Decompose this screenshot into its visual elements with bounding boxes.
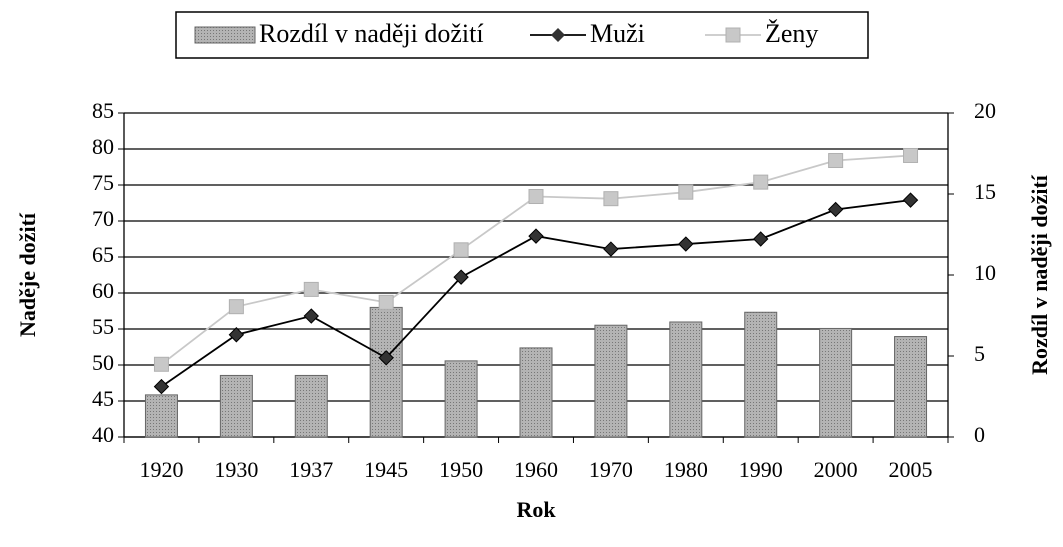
marker xyxy=(453,242,469,258)
legend-label: Rozdíl v naději dožití xyxy=(259,19,484,48)
x-tick-label: 1920 xyxy=(139,457,183,482)
marker xyxy=(528,228,544,244)
x-tick-label: 1930 xyxy=(214,457,258,482)
y-tick-label: 75 xyxy=(92,170,114,195)
marker xyxy=(603,191,619,207)
marker xyxy=(828,153,844,169)
y-tick-label: 55 xyxy=(92,314,114,339)
marker xyxy=(827,201,844,218)
y-tick-label: 50 xyxy=(92,350,114,375)
bar xyxy=(369,306,403,438)
marker xyxy=(528,189,544,205)
x-tick-label: 1945 xyxy=(364,457,408,482)
y-axis-title: Naděje dožití xyxy=(15,212,40,337)
marker xyxy=(228,327,245,343)
marker xyxy=(902,192,919,208)
marker xyxy=(903,147,919,163)
y2-axis-title: Rozdíl v naději dožití xyxy=(1027,174,1052,375)
marker xyxy=(678,184,694,200)
bar xyxy=(444,360,478,438)
marker xyxy=(753,231,769,247)
x-tick-label: 1980 xyxy=(664,457,708,482)
x-tick-label: 1937 xyxy=(289,457,333,482)
legend-marker xyxy=(725,27,741,43)
marker xyxy=(753,174,769,190)
bar xyxy=(294,374,328,438)
marker xyxy=(603,241,619,257)
marker xyxy=(453,269,469,285)
bar xyxy=(219,374,253,438)
marker xyxy=(153,356,169,372)
y2-tick-label: 20 xyxy=(974,98,996,123)
marker xyxy=(378,294,394,310)
marker xyxy=(303,308,319,324)
x-tick-label: 1950 xyxy=(439,457,483,482)
y2-tick-label: 0 xyxy=(974,422,985,447)
legend-swatch xyxy=(194,26,256,44)
bar xyxy=(669,321,703,438)
y2-tick-label: 5 xyxy=(974,341,985,366)
y-tick-label: 80 xyxy=(92,134,114,159)
marker xyxy=(303,281,319,297)
x-tick-label: 2005 xyxy=(889,457,933,482)
x-axis-title: Rok xyxy=(516,497,556,522)
legend-box xyxy=(175,11,869,59)
y-tick-label: 85 xyxy=(92,98,114,123)
line xyxy=(160,154,911,365)
bar xyxy=(744,311,778,438)
bar xyxy=(594,324,628,438)
bar xyxy=(819,327,853,438)
bar xyxy=(894,336,928,438)
legend-label: Ženy xyxy=(765,19,818,48)
bar xyxy=(519,347,553,438)
y2-tick-label: 15 xyxy=(974,179,996,204)
y-tick-label: 45 xyxy=(92,386,114,411)
y-tick-label: 70 xyxy=(92,206,114,231)
legend-marker xyxy=(551,28,565,42)
x-tick-label: 1990 xyxy=(739,457,783,482)
y-tick-label: 40 xyxy=(92,422,114,447)
marker xyxy=(153,378,170,395)
x-tick-label: 2000 xyxy=(814,457,858,482)
x-tick-label: 1960 xyxy=(514,457,558,482)
x-tick-label: 1970 xyxy=(589,457,633,482)
marker xyxy=(228,299,244,315)
y-tick-label: 65 xyxy=(92,242,114,267)
y-tick-label: 60 xyxy=(92,278,114,303)
marker xyxy=(678,236,694,252)
marker xyxy=(378,350,394,366)
legend-label: Muži xyxy=(590,19,645,48)
y2-tick-label: 10 xyxy=(974,260,996,285)
bar xyxy=(144,394,178,438)
